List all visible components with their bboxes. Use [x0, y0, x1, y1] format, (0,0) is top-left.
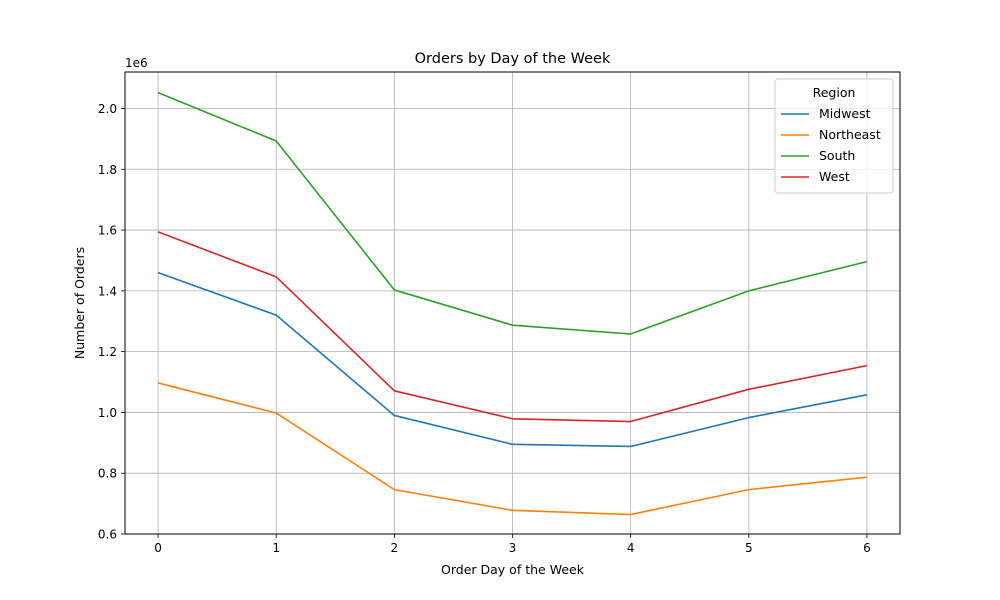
- y-axis-label: Number of Orders: [72, 247, 87, 359]
- legend-label-south: South: [819, 148, 855, 163]
- y-tick-label: 1.4: [98, 284, 117, 298]
- legend-label-midwest: Midwest: [819, 106, 871, 121]
- x-tick-label: 4: [627, 541, 635, 555]
- legend: Region Midwest Northeast South West: [774, 78, 894, 194]
- series-line-west: [157, 231, 868, 423]
- y-tick-label: 1.6: [98, 224, 117, 238]
- x-tick-label: 1: [272, 541, 280, 555]
- y-tick-label: 1.2: [98, 345, 117, 359]
- x-tick-label: 6: [863, 541, 871, 555]
- x-tick-label: 0: [154, 541, 162, 555]
- y-tick-label: 1.8: [98, 163, 117, 177]
- x-axis-label: Order Day of the Week: [441, 562, 585, 577]
- x-tick-label: 3: [509, 541, 517, 555]
- legend-box: [774, 78, 894, 194]
- x-tick-label: 2: [391, 541, 399, 555]
- chart-title: Orders by Day of the Week: [415, 51, 611, 67]
- y-tick-label: 0.8: [98, 467, 117, 481]
- legend-title: Region: [813, 85, 856, 100]
- y-tick-label: 1.0: [98, 406, 117, 420]
- axis-ticks: 0 1 2 3 4 5 6 0.6 0.8 1.0 1.2 1.4 1.6 1.8 2.0: [98, 102, 871, 555]
- series-line-midwest: [157, 271, 868, 448]
- series-line-south: [157, 91, 868, 335]
- y-tick-label: 0.6: [98, 528, 117, 542]
- legend-label-west: West: [819, 169, 850, 184]
- series-lines: [157, 91, 868, 516]
- legend-items: Midwest Northeast South West: [781, 106, 881, 184]
- y-axis-offset-label: 1e6: [125, 56, 148, 70]
- x-tick-label: 5: [745, 541, 753, 555]
- y-tick-label: 2.0: [98, 102, 117, 116]
- series-line-northeast: [157, 382, 868, 516]
- legend-label-northeast: Northeast: [819, 127, 881, 142]
